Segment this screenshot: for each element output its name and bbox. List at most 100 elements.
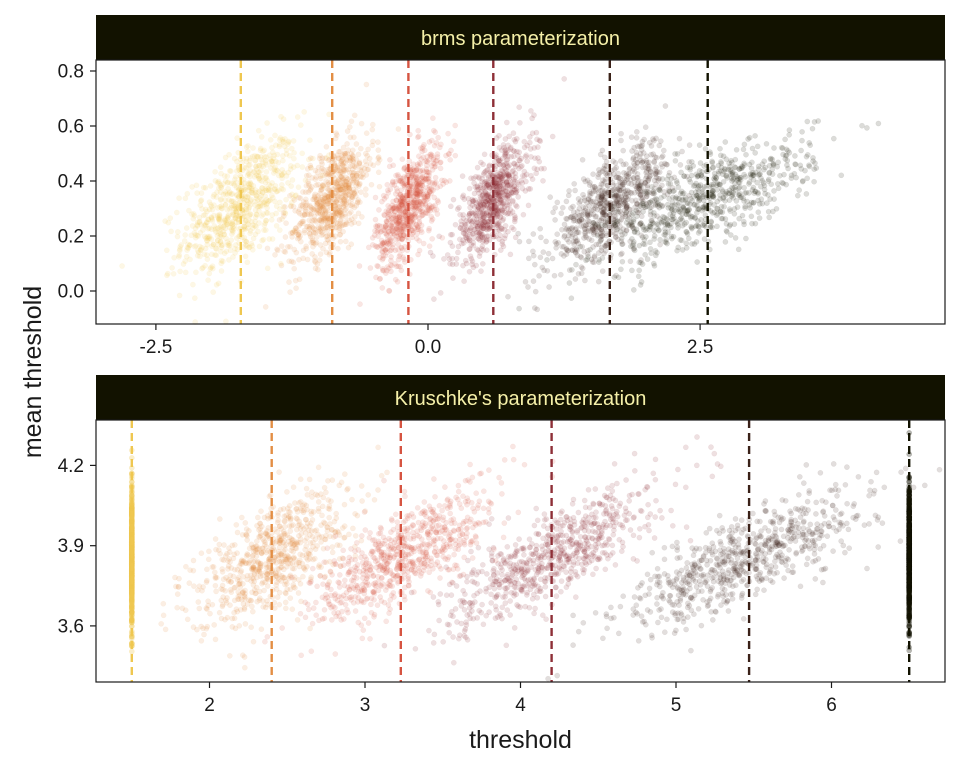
data-point <box>351 204 358 211</box>
data-point <box>227 189 233 195</box>
data-point <box>312 167 319 174</box>
data-point <box>319 165 325 172</box>
data-point <box>368 181 375 188</box>
data-point <box>295 184 302 191</box>
data-point <box>551 272 558 279</box>
data-point <box>231 223 238 229</box>
data-point <box>610 158 616 164</box>
data-point <box>586 202 592 209</box>
data-point <box>163 247 170 254</box>
data-point <box>317 242 324 248</box>
data-point <box>659 163 666 170</box>
data-point <box>561 253 567 259</box>
data-point <box>211 212 217 219</box>
data-point <box>792 161 799 168</box>
data-point <box>252 157 259 164</box>
data-point <box>648 143 655 149</box>
data-point <box>342 238 349 245</box>
data-point <box>291 155 297 162</box>
data-point <box>303 172 310 179</box>
data-point <box>218 260 225 267</box>
data-point <box>288 183 295 189</box>
data-point <box>232 208 239 215</box>
data-point <box>756 215 763 221</box>
data-point <box>532 288 539 295</box>
data-point <box>719 188 726 195</box>
data-point <box>436 233 443 240</box>
data-point <box>213 246 220 252</box>
data-point <box>280 116 287 122</box>
data-point <box>788 175 795 182</box>
data-point <box>603 232 610 239</box>
data-point <box>501 203 508 210</box>
data-point <box>728 189 735 196</box>
data-point <box>252 198 258 205</box>
data-point <box>617 158 624 164</box>
data-point <box>243 238 250 245</box>
data-point <box>733 146 740 153</box>
data-point <box>495 222 501 229</box>
data-point <box>249 153 256 160</box>
data-point <box>376 207 382 213</box>
data-point <box>670 233 677 240</box>
data-point <box>666 188 673 195</box>
data-point <box>504 196 511 202</box>
data-point <box>418 185 424 192</box>
data-point <box>401 184 408 190</box>
data-point <box>806 140 813 146</box>
data-point <box>616 196 623 202</box>
data-point <box>537 254 544 261</box>
data-point <box>319 229 325 236</box>
data-point <box>263 174 270 181</box>
data-point <box>633 129 640 135</box>
data-point <box>222 225 229 232</box>
data-point <box>647 172 654 179</box>
data-point <box>221 173 228 179</box>
data-point <box>324 236 331 243</box>
data-point <box>516 104 523 111</box>
data-point <box>279 175 285 182</box>
data-point <box>252 202 258 208</box>
data-point <box>799 178 806 185</box>
data-point <box>597 187 604 194</box>
data-point <box>763 140 770 147</box>
data-point <box>362 192 369 198</box>
data-point <box>735 246 742 253</box>
y-axis-brms: 0.00.20.40.60.8 <box>58 62 96 303</box>
data-point <box>409 227 416 234</box>
data-point <box>168 228 174 235</box>
data-point <box>644 225 650 232</box>
data-point <box>243 184 249 191</box>
data-point <box>721 165 728 172</box>
data-point <box>247 167 253 174</box>
data-point <box>273 167 280 174</box>
data-point <box>503 167 510 174</box>
data-point <box>413 204 420 210</box>
data-point <box>245 162 252 169</box>
data-point <box>530 278 537 284</box>
data-point <box>375 147 382 153</box>
data-point <box>199 244 205 251</box>
data-point <box>355 220 362 227</box>
data-point <box>213 281 220 288</box>
data-point <box>211 202 217 208</box>
data-point <box>534 306 541 313</box>
data-point <box>257 147 264 154</box>
data-point <box>433 179 439 186</box>
data-point <box>541 267 547 274</box>
data-point <box>375 139 381 145</box>
data-point <box>599 210 606 217</box>
data-point <box>503 119 510 126</box>
data-point <box>522 153 529 160</box>
data-point <box>514 203 520 210</box>
data-point <box>400 254 407 261</box>
data-point <box>692 214 698 221</box>
data-point <box>568 295 575 302</box>
data-point <box>211 223 218 229</box>
data-point <box>426 139 433 145</box>
data-point <box>247 180 253 187</box>
data-point <box>447 260 453 267</box>
data-point <box>192 242 199 249</box>
data-point <box>203 235 209 242</box>
data-point <box>243 217 249 224</box>
